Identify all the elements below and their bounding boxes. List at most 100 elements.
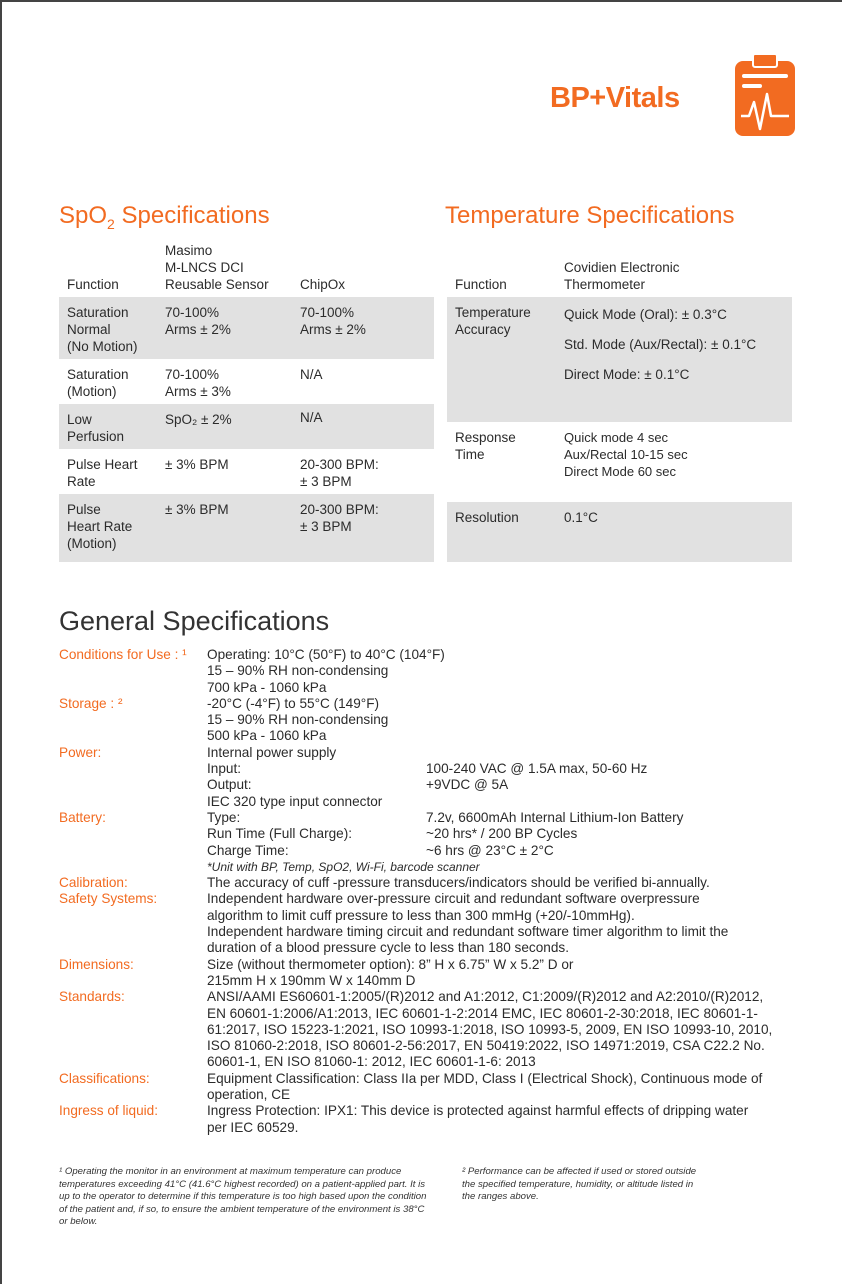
spec-value: Independent hardware timing circuit and … (207, 924, 729, 940)
spec-line: operation, CE (59, 1087, 799, 1103)
table-cell: 70-100% Arms ± 2% (300, 305, 366, 337)
spec-value: 15 – 90% RH non-condensing (207, 712, 389, 728)
temperature-table: Function Covidien Electronic Thermometer T… (447, 257, 792, 562)
brand-title: BP+Vitals (550, 82, 680, 114)
table-row: Low Perfusion SpO₂ ± 2% N/A (59, 404, 434, 449)
spec-value: 61:2017, ISO 15223-1:2021, ISO 10993-1:2… (207, 1021, 773, 1037)
spec-label: Dimensions: (59, 956, 134, 972)
spec-line: Conditions for Use : ¹ Operating: 10°C (5… (59, 647, 799, 663)
spec-value: Ingress Protection: IPX1: This device is… (207, 1103, 749, 1119)
spec-value: 60601-1, EN ISO 81060-1: 2012, IEC 60601… (207, 1054, 536, 1070)
spec-value: operation, CE (207, 1087, 291, 1103)
table-cell: 20-300 BPM: ± 3 BPM (300, 457, 379, 489)
spec-line: duration of a blood pressure cycle to le… (59, 940, 799, 956)
spec-line: 700 kPa - 1060 kPa (59, 680, 799, 696)
spec-value: Operating: 10°C (50°F) to 40°C (104°F) (207, 647, 445, 662)
spec-value: EN 60601-1:2006/A1:2013, IEC 60601-1-2:2… (207, 1005, 758, 1021)
table-cell: Saturation Normal (No Motion) (67, 305, 138, 354)
general-specs-list: Conditions for Use : ¹ Operating: 10°C (5… (59, 647, 799, 1136)
table-cell: N/A (300, 367, 323, 382)
spec-value: Run Time (Full Charge): (207, 826, 353, 842)
spec-line: Power: Internal power supply (59, 745, 799, 761)
spec-line: algorithm to limit cuff pressure to less… (59, 908, 799, 924)
table-cell: N/A (300, 410, 323, 425)
general-specs-title: General Specifications (59, 606, 330, 636)
header-cell: Function (67, 277, 119, 292)
spec-line: Storage : ² -20°C (-4°F) to 55°C (149°F) (59, 696, 799, 712)
clipboard-heartbeat-icon (735, 54, 795, 136)
spec-value-detail: ~6 hrs @ 23°C ± 2°C (426, 842, 554, 858)
table-cell: Low Perfusion (67, 412, 125, 444)
header-cell: Masimo M-LNCS DCI Reusable Sensor (165, 243, 269, 292)
spec-value: The accuracy of cuff -pressure transduce… (207, 875, 710, 891)
footnote-2: ² Performance can be affected if used or… (462, 1166, 697, 1203)
table-cell: Temperature Accuracy (455, 305, 531, 337)
spec-value: Equipment Classification: Class IIa per … (207, 1070, 763, 1086)
table-cell: 70-100% Arms ± 3% (165, 367, 231, 399)
spec-line: 500 kPa - 1060 kPa (59, 728, 799, 744)
spec-label: Classifications: (59, 1070, 150, 1086)
spec-line: Run Time (Full Charge): ~20 hrs* / 200 BP… (59, 826, 799, 842)
header-cell: Covidien Electronic Thermometer (564, 260, 680, 292)
table-cell: Pulse Heart Rate (67, 457, 138, 489)
spec-value-detail: 7.2v, 6600mAh Internal Lithium-Ion Batte… (426, 809, 684, 825)
spec-value: Charge Time: (207, 842, 289, 858)
table-cell: Saturation (Motion) (67, 367, 129, 399)
spec-line: Dimensions: Size (without thermometer opt… (59, 957, 799, 973)
spec-value: duration of a blood pressure cycle to le… (207, 940, 569, 956)
spec-line: Charge Time: ~6 hrs @ 23°C ± 2°C (59, 843, 799, 859)
spec-label: Conditions for Use : ¹ (59, 647, 187, 662)
table-cell: Pulse Heart Rate (Motion) (67, 502, 133, 551)
table-row: Temperature Accuracy Quick Mode (Oral): ±… (447, 297, 792, 422)
table-row: Saturation (Motion) 70-100% Arms ± 3% N/A (59, 359, 434, 404)
spec-value-detail: ~20 hrs* / 200 BP Cycles (426, 826, 578, 842)
table-cell: 20-300 BPM: ± 3 BPM (300, 502, 379, 534)
table-cell: 70-100% Arms ± 2% (165, 305, 231, 337)
table-row: Pulse Heart Rate ± 3% BPM 20-300 BPM: ± 3 … (59, 449, 434, 494)
spec-value: Input: (207, 761, 242, 777)
spec-value: 500 kPa - 1060 kPa (207, 728, 327, 744)
spec-line: 215mm H x 190mm W x 140mm D (59, 973, 799, 989)
spec-value: 215mm H x 190mm W x 140mm D (207, 972, 416, 988)
footnote-1: ¹ Operating the monitor in an environmen… (59, 1166, 427, 1228)
spec-value: 700 kPa - 1060 kPa (207, 679, 327, 695)
spec-line: 61:2017, ISO 15223-1:2021, ISO 10993-1:2… (59, 1022, 799, 1038)
spec-label: Calibration: (59, 875, 128, 891)
table-row: Resolution 0.1°C (447, 502, 792, 562)
spec-line: 60601-1, EN ISO 81060-1: 2012, IEC 60601… (59, 1054, 799, 1070)
spec-value: algorithm to limit cuff pressure to less… (207, 907, 635, 923)
spec-line: Classifications: Equipment Classification… (59, 1071, 799, 1087)
spec-line: Input: 100-240 VAC @ 1.5A max, 50-60 Hz (59, 761, 799, 777)
spec-line: 15 – 90% RH non-condensing (59, 663, 799, 679)
spec-line: 15 – 90% RH non-condensing (59, 712, 799, 728)
spec-line: Calibration: The accuracy of cuff -pressu… (59, 875, 799, 891)
table-header-row: Function Masimo M-LNCS DCI Reusable Senso… (59, 242, 434, 297)
spec-line: EN 60601-1:2006/A1:2013, IEC 60601-1-2:2… (59, 1006, 799, 1022)
spec-line: Battery: Type: 7.2v, 6600mAh Internal Lith… (59, 810, 799, 826)
spo2-table: Function Masimo M-LNCS DCI Reusable Senso… (59, 242, 434, 562)
spec-line: ISO 81060-2:2018, ISO 80601-2-56:2017, E… (59, 1038, 799, 1054)
spec-line: *Unit with BP, Temp, SpO2, Wi-Fi, barcod… (59, 859, 799, 875)
temperature-title: Temperature Specifications (445, 202, 735, 229)
spec-line: per IEC 60529. (59, 1120, 799, 1136)
spec-label: Standards: (59, 989, 125, 1005)
spec-value-detail: 100-240 VAC @ 1.5A max, 50-60 Hz (426, 761, 648, 777)
spec-value: IEC 320 type input connector (207, 793, 383, 809)
spec-line: IEC 320 type input connector (59, 794, 799, 810)
spec-label: Ingress of liquid: (59, 1103, 158, 1119)
spec-value: -20°C (-4°F) to 55°C (149°F) (207, 695, 380, 711)
spec-value: Output: (207, 777, 252, 793)
spec-value-detail: +9VDC @ 5A (426, 777, 509, 793)
table-cell: SpO₂ ± 2% (165, 412, 232, 427)
spec-value: 15 – 90% RH non-condensing (207, 663, 389, 679)
spec-line: Safety Systems: Independent hardware over… (59, 891, 799, 907)
spec-line: Independent hardware timing circuit and … (59, 924, 799, 940)
spec-label: Safety Systems: (59, 891, 158, 907)
table-row: Saturation Normal (No Motion) 70-100% Arm… (59, 297, 434, 359)
spec-value: Internal power supply (207, 744, 337, 760)
table-row: Pulse Heart Rate (Motion) ± 3% BPM 20-300 … (59, 494, 434, 562)
spec-line: Output: +9VDC @ 5A (59, 777, 799, 793)
spec-label: Battery: (59, 809, 106, 825)
table-cell: ± 3% BPM (165, 502, 229, 517)
table-cell: Resolution (455, 510, 519, 525)
